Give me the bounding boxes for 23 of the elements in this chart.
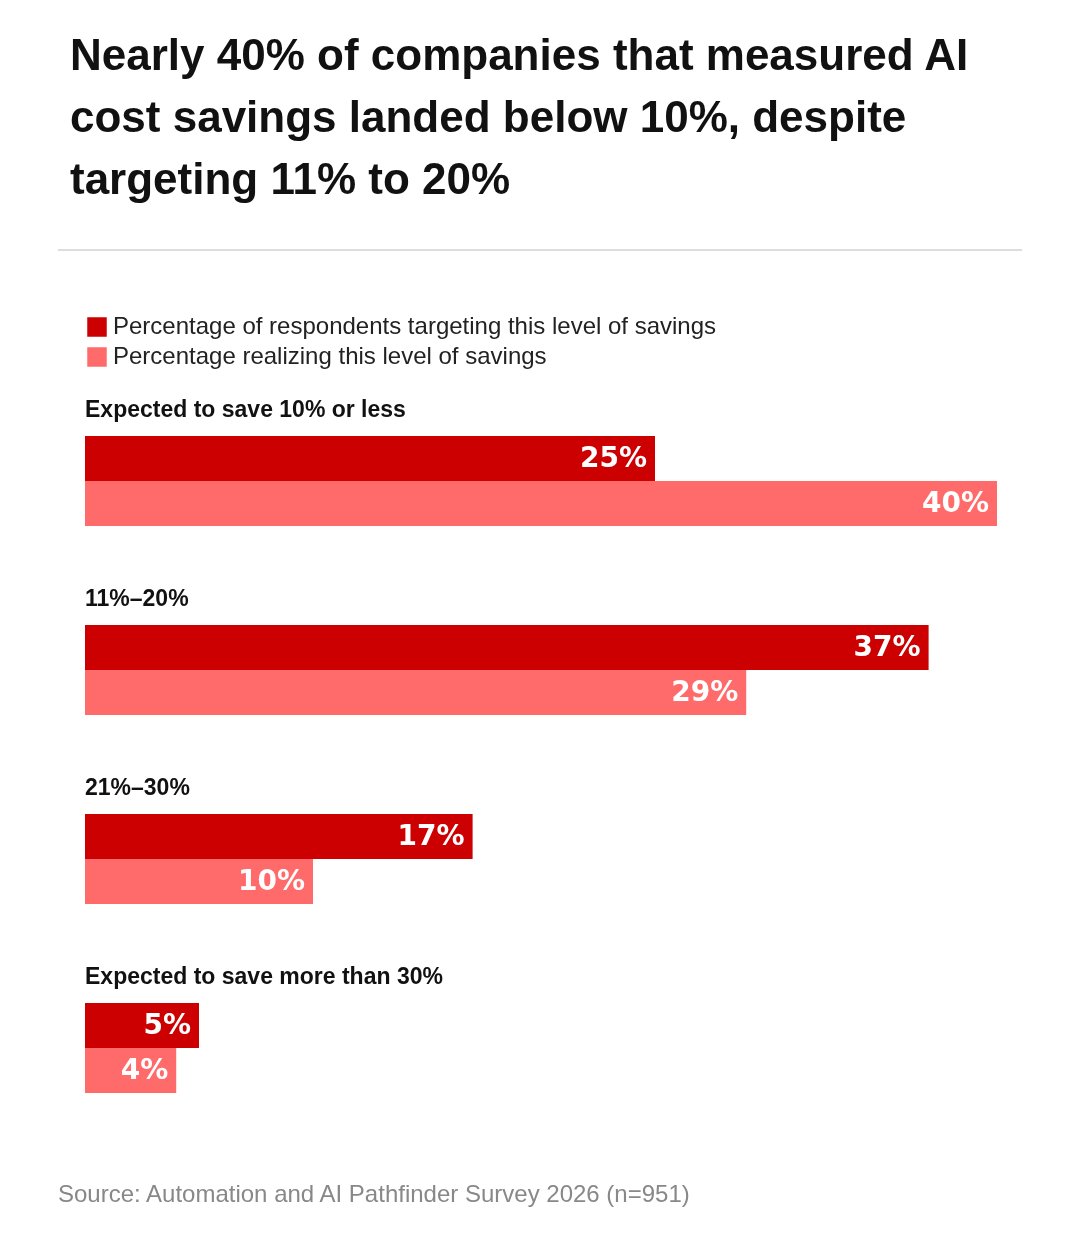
legend-label: Percentage realizing this level of savings	[113, 342, 547, 369]
bar	[85, 481, 997, 526]
bar	[85, 1003, 199, 1048]
data-label: 10%	[237, 863, 305, 897]
y-tick-label: 11%–20%	[85, 585, 189, 611]
y-tick-label: Expected to save 10% or less	[85, 396, 406, 422]
bar	[85, 625, 929, 670]
legend-label: Percentage of respondents targeting this level of savings	[113, 312, 717, 339]
source-note: Source: Automation and AI Pathfinder Survey 2026 (n=951)	[58, 1180, 690, 1208]
bar	[85, 814, 473, 859]
data-label: 4%	[120, 1052, 169, 1086]
bar	[85, 436, 655, 481]
chart-title: Nearly 40% of companies that measured AI cost savings landed below 10%, despite targeting 11% to 20%	[70, 29, 970, 205]
data-label: 37%	[853, 629, 921, 663]
data-label: 5%	[143, 1007, 191, 1041]
data-label: 17%	[397, 818, 465, 852]
y-tick-label: 21%–30%	[85, 774, 190, 800]
bar	[85, 859, 313, 904]
data-label: 29%	[671, 674, 739, 708]
bar	[85, 670, 747, 715]
y-tick-label: Expected to save more than 30%	[85, 963, 443, 989]
data-label: 25%	[579, 440, 647, 474]
data-label: 40%	[921, 485, 989, 519]
